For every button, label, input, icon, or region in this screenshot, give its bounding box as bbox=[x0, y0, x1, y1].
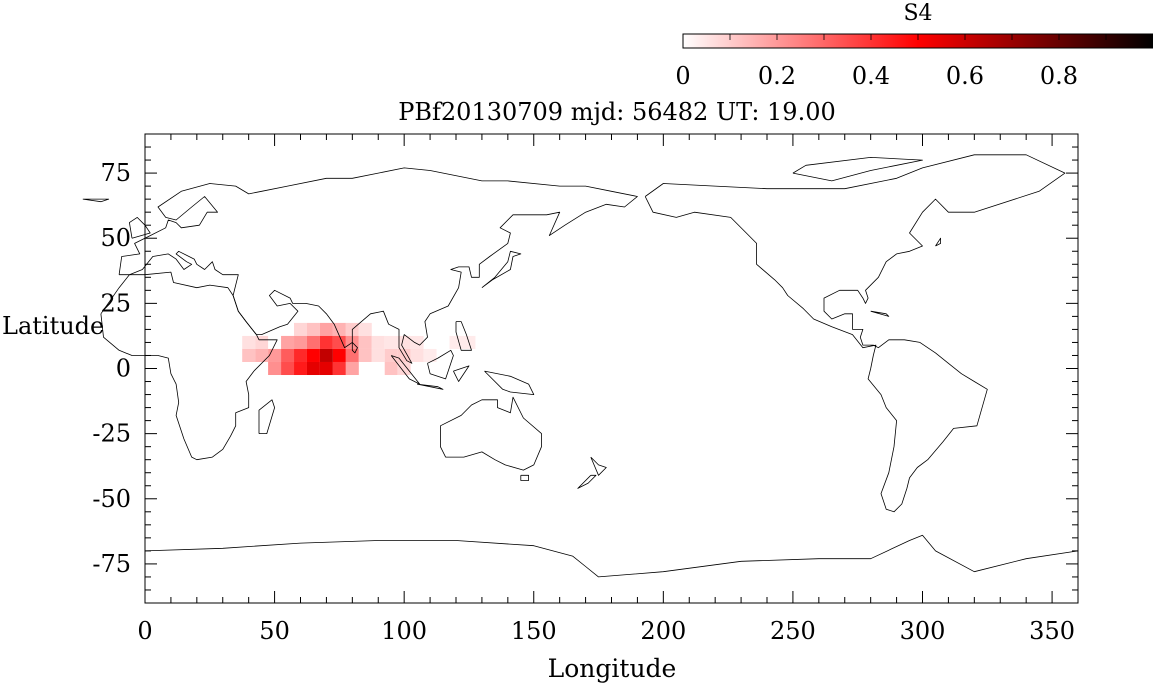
y-tick-label: 75 bbox=[100, 159, 131, 187]
colorbar-tick-label: 0.6 bbox=[946, 62, 984, 90]
coastline bbox=[455, 321, 472, 351]
s4-cell bbox=[371, 348, 385, 362]
s4-cell bbox=[410, 348, 424, 362]
coastline bbox=[100, 271, 278, 461]
s4-cell bbox=[332, 361, 346, 376]
s4-cell bbox=[281, 361, 295, 376]
s4-cell bbox=[294, 361, 307, 376]
s4-cell bbox=[345, 361, 359, 376]
s4-cell bbox=[332, 348, 346, 362]
colorbar-tick-label: 0.4 bbox=[852, 62, 890, 90]
s4-cell bbox=[358, 335, 372, 349]
coastline bbox=[481, 250, 522, 289]
colorbar-label: S4 bbox=[903, 1, 932, 26]
coastline bbox=[590, 456, 607, 476]
s4-cell bbox=[306, 322, 320, 336]
s4-cell bbox=[371, 335, 385, 349]
coastline bbox=[520, 474, 529, 481]
colorbar-tick-label: 0.2 bbox=[758, 62, 796, 90]
s4-cell bbox=[319, 348, 333, 362]
colorbar-tick-label: 0.8 bbox=[1040, 62, 1078, 90]
coastline bbox=[351, 342, 358, 354]
s4-cell bbox=[410, 335, 424, 349]
colorbar-ticks bbox=[729, 34, 1107, 40]
coastline bbox=[870, 310, 890, 317]
s4-cell bbox=[242, 335, 256, 349]
coastline bbox=[792, 156, 923, 182]
colorbar-tick-labels: 0 0.2 0.4 0.6 0.8 bbox=[675, 62, 1078, 90]
x-tick-label: 100 bbox=[381, 617, 427, 645]
x-tick-label: 200 bbox=[640, 617, 686, 645]
s4-cell bbox=[332, 335, 346, 349]
s4-cell bbox=[384, 361, 398, 376]
x-tick-label: 150 bbox=[511, 617, 557, 645]
y-tick-label: 25 bbox=[100, 289, 131, 317]
coastline bbox=[453, 365, 470, 382]
y-tick-label: -25 bbox=[92, 420, 131, 448]
y-tick-label: 0 bbox=[116, 355, 131, 383]
s4-cell bbox=[384, 335, 398, 349]
coastline bbox=[484, 370, 535, 396]
y-tick-label: -50 bbox=[92, 485, 131, 513]
s4-cell bbox=[255, 348, 269, 362]
colorbar-tick-label: 0 bbox=[675, 62, 690, 90]
s4-cell bbox=[306, 335, 320, 349]
s4-cell bbox=[358, 322, 372, 336]
s4-cell bbox=[397, 361, 411, 376]
y-tick-label: -75 bbox=[92, 550, 131, 578]
s4-cell bbox=[449, 335, 463, 349]
y-axis-label: Latitude bbox=[2, 312, 104, 340]
map-title: PBf20130709 mjd: 56482 UT: 19.00 bbox=[398, 98, 836, 126]
x-tick-label: 350 bbox=[1029, 617, 1075, 645]
s4-cell bbox=[294, 348, 307, 362]
s4-cell bbox=[397, 348, 411, 362]
s4-cell bbox=[294, 335, 307, 349]
s4-cell bbox=[242, 348, 256, 362]
s4-cell bbox=[306, 361, 320, 376]
s4-cell bbox=[281, 335, 295, 349]
s4-cell bbox=[345, 348, 359, 362]
x-tick-label: 50 bbox=[259, 617, 290, 645]
s4-cell bbox=[281, 348, 295, 362]
coastline bbox=[427, 349, 454, 380]
s4-cell bbox=[332, 322, 346, 336]
s4-cell bbox=[358, 348, 372, 362]
coastline bbox=[118, 167, 638, 364]
coastline bbox=[258, 399, 276, 435]
coastline bbox=[144, 534, 1079, 578]
coastline bbox=[439, 396, 542, 471]
colorbar: 0 0.2 0.4 0.6 0.8 S4 bbox=[675, 1, 1153, 90]
s4-cell bbox=[319, 322, 333, 336]
y-tick-label: 50 bbox=[100, 224, 131, 252]
s4-cell bbox=[319, 335, 333, 349]
coastline bbox=[935, 237, 941, 247]
x-tick-label: 0 bbox=[137, 617, 152, 645]
s4-cell bbox=[306, 348, 320, 362]
coastlines bbox=[82, 154, 1079, 578]
coastline bbox=[577, 474, 597, 489]
s4-heatmap bbox=[242, 322, 476, 376]
x-tick-label: 300 bbox=[900, 617, 946, 645]
coastline bbox=[82, 198, 110, 203]
s4-cell bbox=[423, 348, 437, 362]
s4-cell bbox=[268, 361, 282, 376]
axis-ticks bbox=[144, 133, 1079, 604]
coastline bbox=[644, 154, 1066, 513]
s4-cell bbox=[255, 335, 269, 349]
s4-cell bbox=[294, 322, 307, 336]
x-axis-label: Longitude bbox=[548, 654, 677, 683]
s4-cell bbox=[268, 348, 282, 362]
s4-cell bbox=[384, 348, 398, 362]
coastline bbox=[128, 216, 151, 239]
coastline bbox=[417, 383, 444, 390]
s4-cell bbox=[397, 335, 411, 349]
x-tick-label: 250 bbox=[770, 617, 816, 645]
s4-cell bbox=[319, 361, 333, 376]
